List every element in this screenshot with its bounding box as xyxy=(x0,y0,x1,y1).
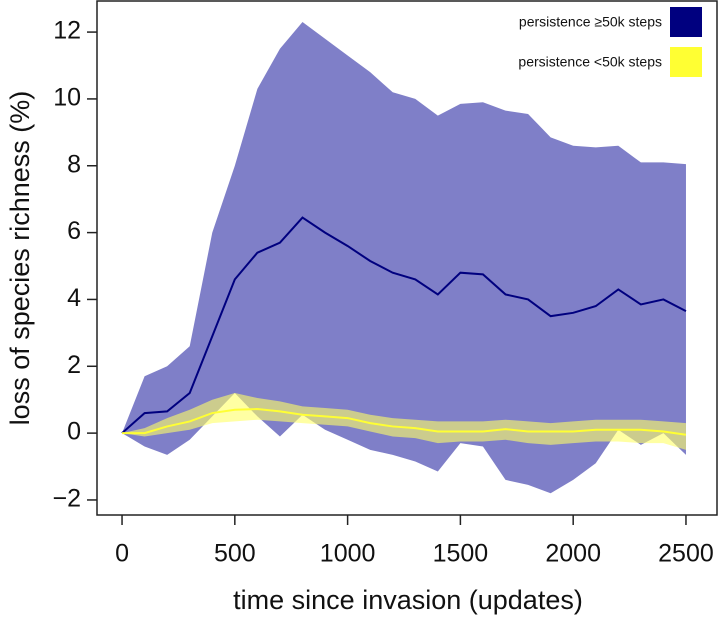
y-tick-label: 10 xyxy=(53,84,81,112)
legend-swatch xyxy=(670,7,702,37)
legend-swatch xyxy=(670,47,702,77)
x-tick-label: 500 xyxy=(214,540,256,568)
band xyxy=(122,22,686,494)
y-tick-label: 12 xyxy=(53,17,81,45)
x-tick-label: 0 xyxy=(115,540,129,568)
series-line xyxy=(121,216,687,434)
y-tick-label: 4 xyxy=(67,284,81,312)
series-line xyxy=(122,408,687,436)
band xyxy=(122,393,686,450)
plot-frame xyxy=(96,0,718,516)
y-tick-label: 6 xyxy=(67,217,81,245)
x-tick-label: 2500 xyxy=(658,540,714,568)
x-tick-label: 2000 xyxy=(545,540,601,568)
y-tick-label: 2 xyxy=(67,351,81,379)
x-tick-label: 1000 xyxy=(320,540,376,568)
y-tick-label: 8 xyxy=(67,150,81,178)
y-tick-label: −2 xyxy=(52,485,81,513)
legend-label: persistence <50k steps xyxy=(518,54,662,70)
y-axis-title: loss of species richness (%) xyxy=(5,91,35,426)
legend-label: persistence ≥50k steps xyxy=(519,14,662,30)
x-axis-title: time since invasion (updates) xyxy=(233,585,583,615)
y-tick-label: 0 xyxy=(67,418,81,446)
x-tick-label: 1500 xyxy=(433,540,489,568)
